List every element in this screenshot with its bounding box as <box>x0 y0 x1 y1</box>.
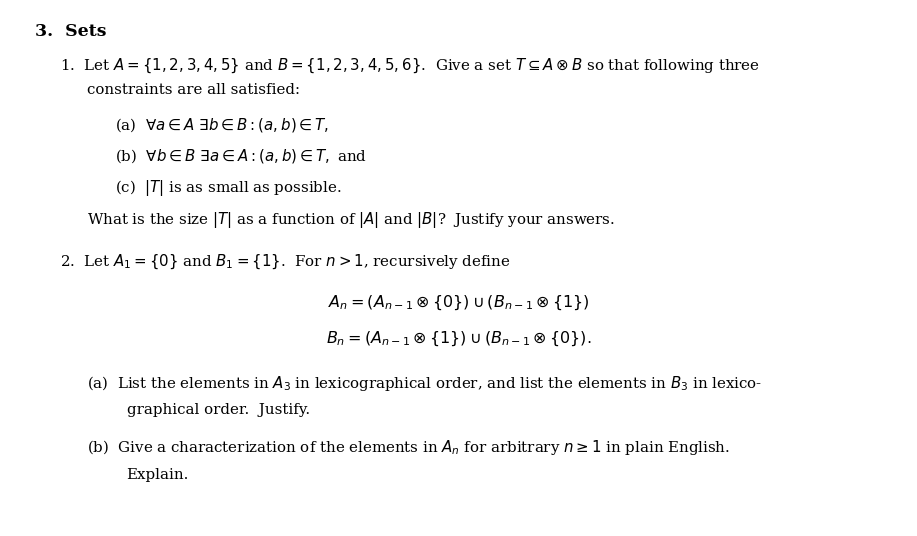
Text: 1.  Let $A = \{1, 2, 3, 4, 5\}$ and $B = \{1, 2, 3, 4, 5, 6\}$.  Give a set $T \: 1. Let $A = \{1, 2, 3, 4, 5\}$ and $B = … <box>60 56 759 75</box>
Text: (a)  $\forall a \in A\ \exists b \in B: (a, b) \in T,$: (a) $\forall a \in A\ \exists b \in B: (… <box>115 116 329 135</box>
Text: Explain.: Explain. <box>127 468 189 482</box>
Text: (b)  Give a characterization of the elements in $A_n$ for arbitrary $n \geq 1$ i: (b) Give a characterization of the eleme… <box>87 438 730 457</box>
Text: What is the size $|T|$ as a function of $|A|$ and $|B|$?  Justify your answers.: What is the size $|T|$ as a function of … <box>87 210 615 230</box>
Text: (b)  $\forall b \in B\ \exists a \in A: (a, b) \in T,$ and: (b) $\forall b \in B\ \exists a \in A: (… <box>115 147 367 166</box>
Text: constraints are all satisfied:: constraints are all satisfied: <box>87 83 300 97</box>
Text: $B_n = \left(A_{n-1} \otimes \{1\}\right) \cup \left(B_{n-1} \otimes \{0\}\right: $B_n = \left(A_{n-1} \otimes \{1\}\right… <box>326 330 591 348</box>
Text: graphical order.  Justify.: graphical order. Justify. <box>127 403 310 417</box>
Text: $A_n = \left(A_{n-1} \otimes \{0\}\right) \cup \left(B_{n-1} \otimes \{1\}\right: $A_n = \left(A_{n-1} \otimes \{0\}\right… <box>327 294 590 312</box>
Text: (c)  $|T|$ is as small as possible.: (c) $|T|$ is as small as possible. <box>115 178 341 198</box>
Text: (a)  List the elements in $A_3$ in lexicographical order, and list the elements : (a) List the elements in $A_3$ in lexico… <box>87 374 762 392</box>
Text: 2.  Let $A_1 = \{0\}$ and $B_1 = \{1\}$.  For $n > 1$, recursively define: 2. Let $A_1 = \{0\}$ and $B_1 = \{1\}$. … <box>60 253 510 271</box>
Text: 3.  Sets: 3. Sets <box>35 23 106 40</box>
